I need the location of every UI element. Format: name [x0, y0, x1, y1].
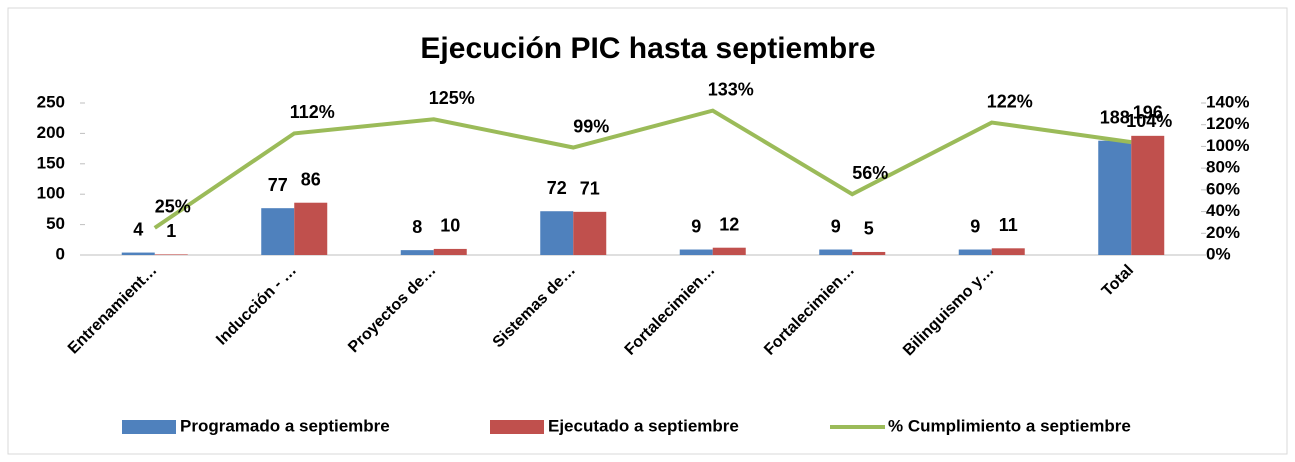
- data-label: 196: [1133, 103, 1163, 123]
- y2-tick-label: 40%: [1206, 201, 1240, 220]
- data-label: 112%: [290, 102, 335, 122]
- data-label: 8: [412, 217, 422, 237]
- legend-swatch: [490, 420, 544, 434]
- bar: [294, 202, 328, 255]
- data-label: 122%: [987, 91, 1033, 111]
- data-label: 77: [268, 175, 288, 195]
- legend-label: Programado a septiembre: [180, 416, 390, 435]
- chart-title: Ejecución PIC hasta septiembre: [420, 32, 875, 65]
- line: [153, 108, 1132, 230]
- bar: [540, 211, 574, 255]
- y2-tick-label: 100%: [1206, 136, 1249, 155]
- chart-border: [7, 7, 1288, 455]
- legend-label: % Cumplimiento a septiembre: [888, 416, 1131, 435]
- y2-tick-label: 0%: [1206, 244, 1231, 263]
- data-label: 133%: [708, 79, 754, 99]
- bar: [433, 248, 467, 255]
- bar: [1098, 140, 1132, 255]
- bar: [261, 208, 295, 255]
- data-label: 25%: [155, 197, 191, 217]
- data-label: 125%: [429, 88, 475, 108]
- bar: [852, 251, 886, 255]
- data-label: 11: [999, 215, 1018, 235]
- data-label: 71: [580, 179, 600, 199]
- y-tick-label: 150: [37, 153, 65, 172]
- bar: [679, 249, 713, 255]
- bar: [573, 211, 607, 255]
- data-label: 72: [547, 178, 567, 198]
- data-label: 188: [1100, 107, 1130, 127]
- y2-tick-label: 60%: [1206, 179, 1240, 198]
- legend-swatch: [122, 420, 176, 434]
- y2-tick-label: 80%: [1206, 158, 1240, 177]
- y-tick-label: 50: [46, 214, 65, 233]
- y2-tick-label: 140%: [1206, 92, 1249, 111]
- data-label: 9: [831, 216, 841, 236]
- y2-tick-label: 20%: [1206, 223, 1240, 242]
- y-tick-label: 200: [37, 123, 65, 142]
- data-label: 104%: [1126, 111, 1172, 131]
- data-label: 4: [133, 219, 143, 239]
- bar: [400, 250, 434, 255]
- data-label: 5: [864, 219, 874, 239]
- data-label: 9: [970, 216, 980, 236]
- y2-tick-label: 120%: [1206, 114, 1249, 133]
- data-label: 86: [301, 169, 321, 189]
- y-tick-label: 0: [56, 244, 65, 263]
- bar: [819, 249, 853, 255]
- bar: [712, 247, 746, 255]
- data-label: 1: [166, 221, 176, 241]
- data-label: 9: [691, 216, 701, 236]
- legend-label: Ejecutado a septiembre: [548, 416, 739, 435]
- data-label: 12: [719, 214, 739, 234]
- data-label: 99%: [573, 116, 609, 136]
- bar: [958, 249, 992, 255]
- bar: [991, 248, 1025, 255]
- data-label: 56%: [852, 163, 888, 183]
- bar: [1131, 135, 1165, 255]
- y-tick-label: 100: [37, 184, 65, 203]
- bar: [121, 252, 155, 255]
- bar: [154, 254, 188, 255]
- data-label: 10: [440, 216, 460, 236]
- y-tick-label: 250: [37, 92, 65, 111]
